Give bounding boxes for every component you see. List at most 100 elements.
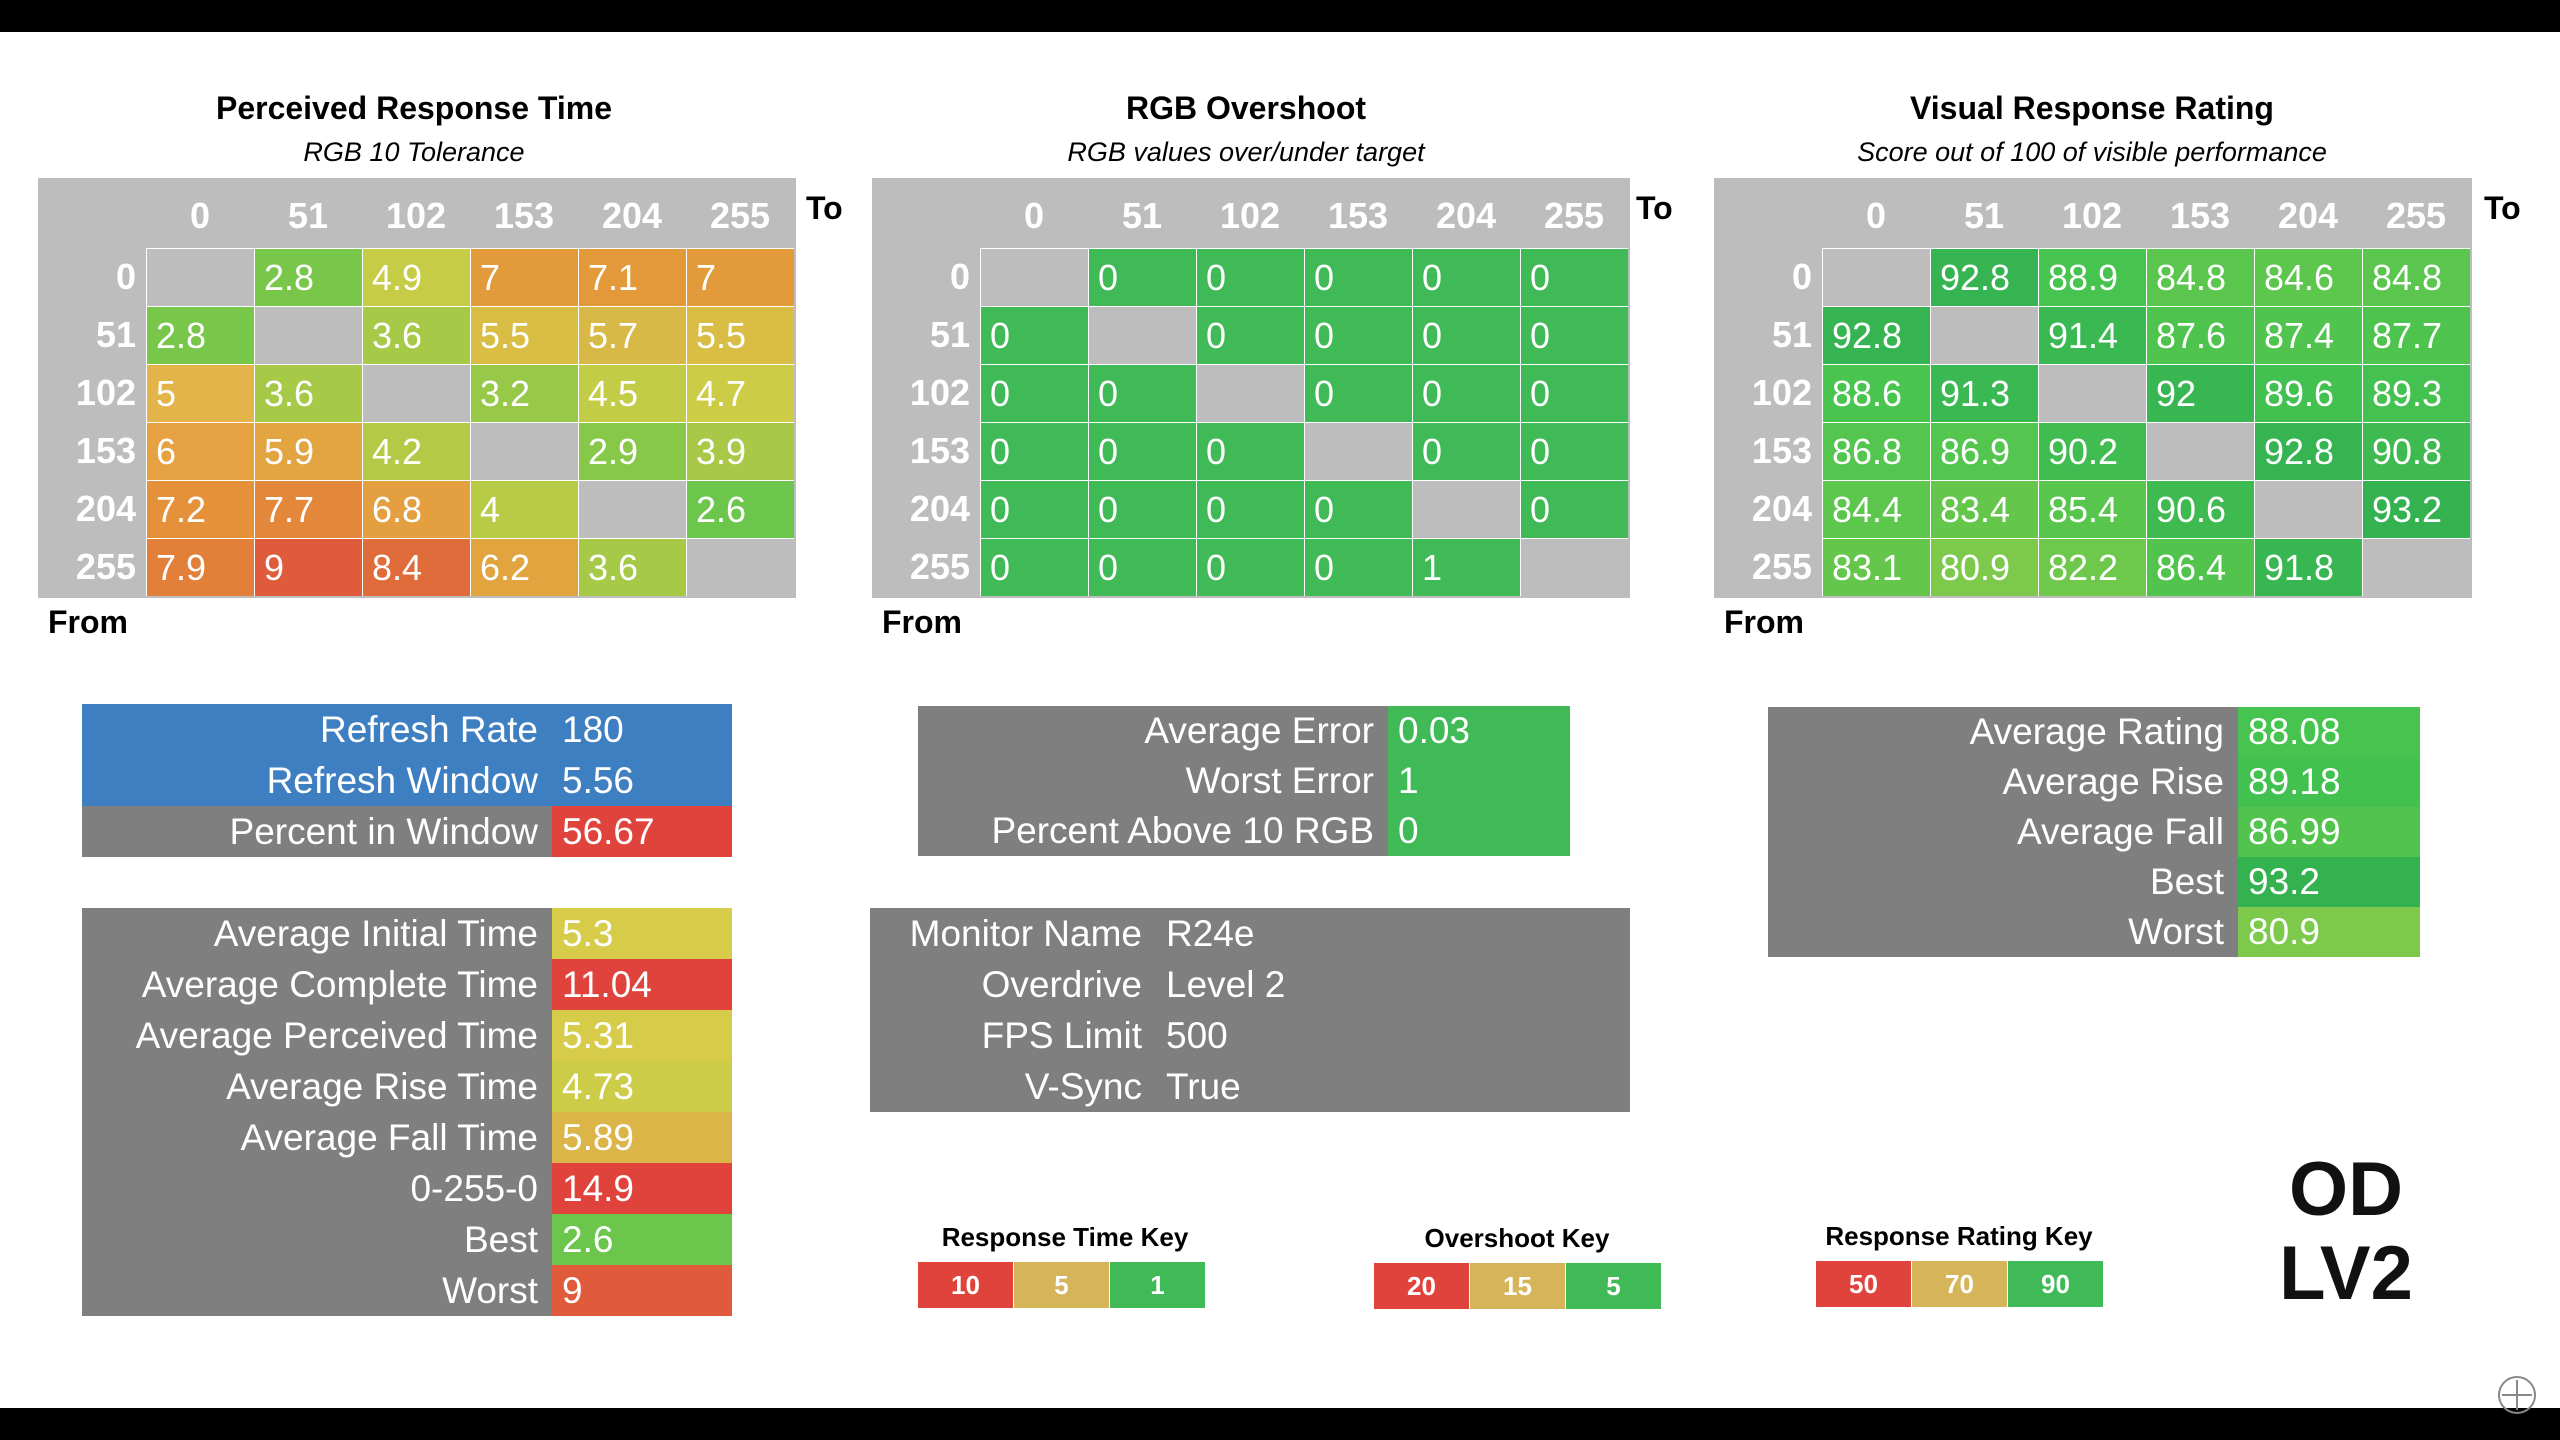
response-time-key: 10 5 1 (918, 1262, 1206, 1308)
overshoot-cell: 0 (1304, 306, 1412, 364)
response_time-cell: 7.2 (146, 480, 254, 538)
overshoot-cell: 1 (1412, 538, 1520, 596)
time_stats-row: Average Initial Time 5.3 (82, 908, 732, 959)
overshoot-key-cell: 5 (1566, 1263, 1662, 1309)
response_time-col-header: 255 (709, 195, 771, 236)
overshoot-cell: 0 (1304, 480, 1412, 538)
rating_stats-value: 80.9 (2238, 907, 2420, 957)
rating-col-header: 153 (2169, 195, 2231, 236)
rating_stats-label: Average Fall (1768, 807, 2238, 857)
overshoot-key-cell: 20 (1374, 1263, 1470, 1309)
overshoot-cell: 0 (1520, 248, 1628, 306)
rating_stats-label: Average Rating (1768, 707, 2238, 757)
rating-from-label: From (1724, 604, 1804, 640)
overshoot-row-header: 153 (909, 430, 970, 471)
response_time-row-header: 51 (95, 314, 136, 355)
overshoot-cell: 0 (1196, 248, 1304, 306)
overshoot-cell (1520, 538, 1628, 596)
refresh_stats-label: Refresh Window (82, 755, 552, 806)
rating_stats-row: Average Fall 86.99 (1768, 807, 2420, 857)
rating-title: Visual Response Rating (1910, 90, 2274, 126)
monitor-info-table: Monitor Name R24e Overdrive Level 2 FPS Limi… (870, 908, 1630, 1112)
overshoot-cell (1196, 364, 1304, 422)
refresh_stats-value: 5.56 (552, 755, 732, 806)
response_time-cell: 4 (470, 480, 578, 538)
monitor_info-value: True (1156, 1061, 1630, 1112)
rating-cell: 90.8 (2362, 422, 2470, 480)
rating-col-header: 0 (1865, 195, 1887, 236)
time_stats-row: Average Perceived Time 5.31 (82, 1010, 732, 1061)
monitor_info-row: Monitor Name R24e (870, 908, 1630, 959)
rating-row-header: 204 (1751, 488, 1812, 529)
response_time-cell: 3.6 (578, 538, 686, 596)
response_time-cell: 5 (146, 364, 254, 422)
response_time-cell: 3.6 (362, 306, 470, 364)
rating-row-header: 255 (1751, 546, 1812, 587)
response_time-cell: 7 (470, 248, 578, 306)
overshoot-cell: 0 (980, 364, 1088, 422)
response-time-subtitle: RGB 10 Tolerance (303, 137, 525, 167)
rating_stats-row: Worst 80.9 (1768, 907, 2420, 957)
rating-cell (2254, 480, 2362, 538)
time_stats-value: 11.04 (552, 959, 732, 1010)
rating-key-cell: 90 (2008, 1261, 2104, 1307)
monitor_info-value: 500 (1156, 1010, 1630, 1061)
overshoot-title: RGB Overshoot (1125, 90, 1367, 126)
response_time-cell: 5.5 (686, 306, 794, 364)
response_time-col-header: 102 (385, 195, 447, 236)
overshoot-col-header: 0 (1023, 195, 1045, 236)
error_stats-label: Worst Error (918, 756, 1388, 806)
overshoot-key-cell: 15 (1470, 1263, 1566, 1309)
rating_stats-value: 89.18 (2238, 757, 2420, 807)
rating-matrix: 0 51 102 153 204 255 0 51 102 153 204 255 92.8 88.9 84… (1714, 178, 2472, 598)
overshoot-cell: 0 (1304, 248, 1412, 306)
rating_stats-label: Best (1768, 857, 2238, 907)
time_stats-value: 5.3 (552, 908, 732, 959)
rating-cell: 82.2 (2038, 538, 2146, 596)
time_stats-row: 0-255-0 14.9 (82, 1163, 732, 1214)
error_stats-label: Percent Above 10 RGB (918, 806, 1388, 856)
monitor_info-label: Monitor Name (870, 908, 1156, 959)
time_stats-label: Average Perceived Time (82, 1010, 552, 1061)
response_time-cell: 7.1 (578, 248, 686, 306)
overshoot-col-header: 51 (1121, 195, 1163, 236)
rating-subtitle: Score out of 100 of visible performance (1857, 137, 2327, 167)
overshoot-row-header: 255 (909, 546, 970, 587)
response_time-row-header: 102 (75, 372, 136, 413)
rating-cell: 84.8 (2362, 248, 2470, 306)
response_time-row-header: 255 (75, 546, 136, 587)
overshoot-subtitle: RGB values over/under target (1067, 137, 1425, 167)
time_stats-value: 14.9 (552, 1163, 732, 1214)
refresh_stats-row: Percent in Window 56.67 (82, 806, 732, 857)
response_time-cell: 3.2 (470, 364, 578, 422)
error_stats-row: Average Error 0.03 (918, 706, 1570, 756)
rating-row-header: 102 (1751, 372, 1812, 413)
refresh_stats-value: 180 (552, 704, 732, 755)
overshoot-cell: 0 (980, 538, 1088, 596)
rating-to-label: To (2484, 190, 2521, 226)
rating-key-cell: 50 (1816, 1261, 1912, 1307)
overshoot-col-header: 204 (1435, 195, 1497, 236)
rating-cell: 89.6 (2254, 364, 2362, 422)
response_time-col-header: 204 (601, 195, 663, 236)
response_time-cell: 4.7 (686, 364, 794, 422)
monitor_info-value: R24e (1156, 908, 1630, 959)
overshoot-cell: 0 (1088, 422, 1196, 480)
response-time-from-label: From (48, 604, 128, 640)
overshoot-cell (1304, 422, 1412, 480)
rating-row-header: 0 (1791, 256, 1812, 297)
response_time-col-header: 153 (493, 195, 555, 236)
rating-cell: 91.8 (2254, 538, 2362, 596)
globe-watermark-icon (2498, 1376, 2536, 1414)
overshoot-cell: 0 (980, 480, 1088, 538)
rating-cell: 88.6 (1822, 364, 1930, 422)
rating-cell: 84.4 (1822, 480, 1930, 538)
overshoot-cell: 0 (1196, 422, 1304, 480)
time_stats-row: Worst 9 (82, 1265, 732, 1316)
overshoot-key: 20 15 5 (1374, 1263, 1662, 1309)
rating_stats-label: Average Rise (1768, 757, 2238, 807)
rating_stats-value: 86.99 (2238, 807, 2420, 857)
refresh_stats-label: Percent in Window (82, 806, 552, 857)
time_stats-row: Best 2.6 (82, 1214, 732, 1265)
response_time-row-header: 153 (75, 430, 136, 471)
